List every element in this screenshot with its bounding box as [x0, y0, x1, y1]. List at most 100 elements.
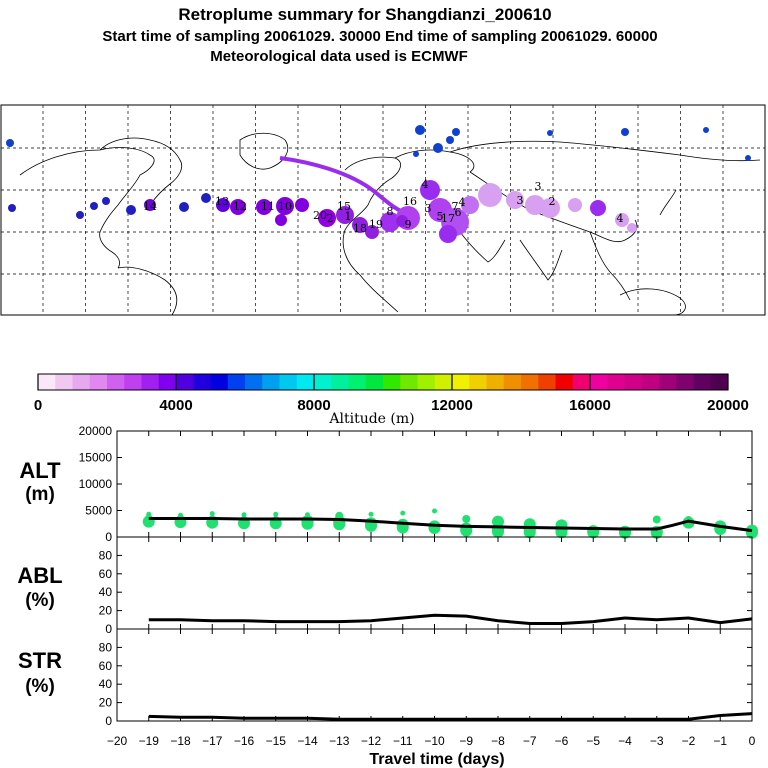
- cluster-marker: [446, 136, 454, 144]
- colorbar-swatch: [641, 374, 660, 390]
- y-tick-label: 60: [99, 567, 113, 581]
- cluster-label: 3: [535, 180, 542, 193]
- colorbar-swatch: [676, 374, 694, 390]
- cluster-label: 10: [278, 200, 292, 213]
- x-tick-label: −18: [170, 734, 191, 748]
- colorbar-tick-label: 0: [34, 397, 42, 414]
- altitude-scatter-point: [209, 511, 215, 517]
- cluster-marker: [76, 211, 84, 219]
- x-tick-label: −3: [650, 734, 664, 748]
- cluster-label: 19: [369, 218, 383, 231]
- cluster-marker: [144, 199, 156, 211]
- cluster-marker: [478, 183, 502, 207]
- x-tick-label: −15: [266, 734, 287, 748]
- cluster-marker: [256, 199, 272, 215]
- x-tick-label: −9: [459, 734, 473, 748]
- y-tick-label: 20: [99, 604, 113, 618]
- panel-frame: [116, 628, 753, 722]
- cluster-label: 3: [425, 202, 432, 215]
- cluster-label: 6: [455, 206, 462, 219]
- altitude-scatter-point: [178, 512, 183, 518]
- x-tick-label: −12: [361, 734, 382, 748]
- cluster-marker: [420, 180, 440, 200]
- chart-title: Retroplume summary for Shangdianzi_20061…: [178, 5, 551, 24]
- colorbar-swatch: [55, 374, 73, 390]
- str-panel-label: STR: [18, 648, 62, 673]
- cluster-marker: [452, 128, 460, 136]
- cluster-marker: [201, 193, 211, 203]
- x-tick-label: −19: [139, 734, 160, 748]
- colorbar-swatch: [607, 374, 625, 390]
- colorbar-tick-label: 4000: [159, 397, 192, 414]
- x-tick-label: −2: [682, 734, 696, 748]
- cluster-marker: [8, 204, 16, 212]
- cluster-label: 7: [452, 200, 459, 213]
- cluster-marker: [621, 128, 629, 136]
- colorbar-label: Altitude (m): [328, 411, 414, 427]
- y-tick-label: 15000: [79, 451, 113, 465]
- colorbar-tick-label: 8000: [297, 397, 330, 414]
- cluster-label: 9: [405, 218, 412, 231]
- x-tick-label: −14: [297, 734, 318, 748]
- colorbar-swatch: [590, 374, 608, 390]
- alt-panel-label: ALT: [19, 458, 61, 483]
- y-tick-label: 0: [105, 714, 112, 728]
- x-tick-label: −7: [523, 734, 537, 748]
- colorbar-tick-label: 16000: [569, 397, 611, 414]
- altitude-scatter-point: [335, 511, 344, 520]
- colorbar-swatch: [262, 374, 280, 390]
- cluster-label: 20: [313, 209, 327, 222]
- cluster-label: 2: [549, 195, 556, 208]
- cluster-marker: [275, 214, 287, 226]
- x-axis-label: Travel time (days): [369, 751, 504, 768]
- colorbar-swatch: [538, 374, 556, 390]
- cluster-marker: [439, 225, 457, 243]
- altitude-scatter-point: [368, 511, 374, 517]
- cluster-marker: [396, 215, 408, 227]
- altitude-scatter-point: [333, 518, 346, 531]
- cluster-label: 4: [459, 196, 466, 209]
- str-panel-unit: (%): [25, 676, 55, 697]
- cluster-marker: [276, 197, 294, 215]
- colorbar-swatch: [365, 374, 384, 390]
- cluster-marker: [380, 212, 400, 232]
- cluster-marker: [179, 202, 189, 212]
- altitude-scatter-point: [301, 517, 314, 530]
- altitude-scatter-point: [492, 515, 504, 528]
- colorbar-swatch: [176, 374, 194, 390]
- cluster-label: 1: [345, 210, 352, 223]
- colorbar-swatch: [89, 374, 108, 390]
- cluster-marker: [336, 206, 354, 224]
- x-tick-label: 0: [749, 734, 756, 748]
- altitude-colorbar: 0 4000 8000 12000 16000 20000: [34, 373, 749, 414]
- colorbar-swatch: [245, 374, 263, 390]
- y-tick-label: 5000: [85, 504, 112, 518]
- colorbar-swatch: [314, 374, 332, 390]
- cluster-marker: [615, 213, 629, 227]
- colorbar-swatch: [279, 374, 298, 390]
- cluster-label: 18: [353, 222, 367, 235]
- cluster-marker: [568, 198, 582, 212]
- y-tick-label: 20000: [79, 424, 113, 438]
- cluster-marker: [525, 195, 545, 215]
- y-tick-label: 0: [105, 530, 112, 544]
- colorbar-swatch: [331, 374, 349, 390]
- colorbar-swatch: [193, 374, 211, 390]
- cluster-marker: [126, 205, 136, 215]
- altitude-scatter-point: [305, 512, 310, 518]
- cluster-marker: [506, 191, 524, 209]
- colorbar-swatch: [521, 374, 539, 390]
- str-panel: 0 20 40 60 80: [99, 628, 753, 728]
- alt-panel: 0 5000 10000 15000 20000: [79, 424, 758, 544]
- cluster-marker: [352, 217, 368, 233]
- x-tick-label: −5: [586, 734, 600, 748]
- colorbar-swatch: [710, 374, 729, 390]
- x-tick-label: −10: [424, 734, 445, 748]
- abl-panel-label: ABL: [17, 563, 62, 588]
- abl-series-line: [148, 613, 753, 625]
- cluster-marker: [627, 223, 637, 233]
- x-tick-label: −20: [107, 734, 128, 748]
